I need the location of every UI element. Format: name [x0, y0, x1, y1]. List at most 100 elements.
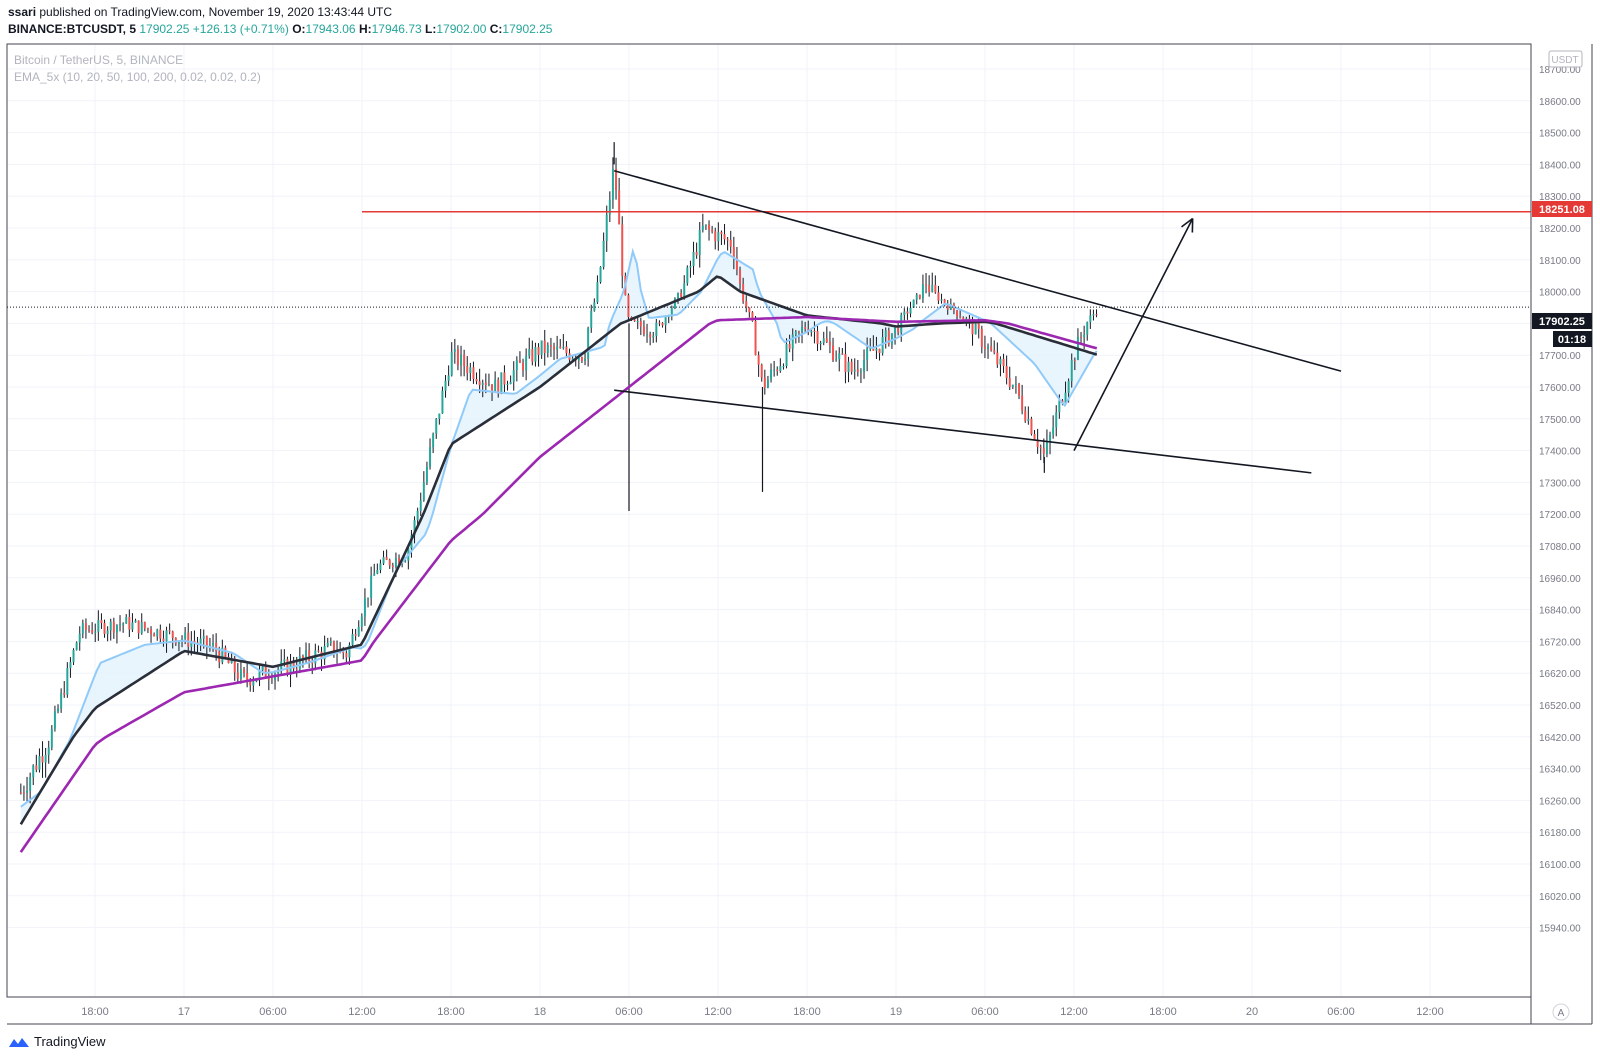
price-axis[interactable]: 18700.00 18600.00 18500.00 18400.00 18300.00…: [1539, 65, 1581, 935]
candle-body: [261, 666, 264, 671]
candle-body: [267, 678, 270, 680]
candle-body: [243, 669, 246, 674]
grid: [7, 44, 1531, 997]
tradingview-logo-icon: [9, 1037, 29, 1047]
chart-legend-title[interactable]: Bitcoin / TetherUS, 5, BINANCE: [14, 53, 184, 67]
candle-body: [723, 234, 726, 240]
candle-body: [918, 294, 921, 299]
candle-body: [456, 349, 459, 366]
candle-body: [1049, 434, 1052, 442]
candle-body: [156, 629, 159, 637]
candle-body: [822, 338, 825, 343]
candle-body: [766, 379, 769, 388]
auto-scale-label: A: [1558, 1008, 1565, 1019]
trendline-arrow[interactable]: [1073, 218, 1194, 451]
candle-body: [580, 357, 583, 361]
trendlines[interactable]: [613, 169, 1342, 474]
candle-body: [726, 239, 729, 241]
candle-body: [190, 640, 193, 647]
close-value: 17902.25: [502, 22, 553, 36]
candle-body: [549, 344, 552, 347]
candle-body: [1073, 359, 1076, 361]
ema-200-line: [19, 315, 1098, 853]
trendline-lower[interactable]: [614, 389, 1312, 474]
candle-body: [763, 377, 766, 388]
candle-body: [1055, 412, 1058, 428]
price-tick-label: 18500.00: [1539, 129, 1581, 140]
candle-body: [921, 284, 924, 299]
candle-body: [487, 384, 490, 386]
symbol-label: BINANCE:BTCUSDT, 5: [8, 22, 137, 36]
candle-body: [60, 692, 63, 709]
candle-body: [537, 347, 540, 355]
candle-body: [193, 640, 196, 643]
candle-body: [509, 381, 512, 384]
candle-body: [363, 598, 366, 617]
candle-body: [714, 231, 717, 242]
candle-body: [370, 575, 373, 598]
candle-body: [810, 330, 813, 333]
currency-box[interactable]: [1548, 50, 1583, 68]
candle-body: [171, 631, 174, 638]
candle-body: [788, 343, 791, 349]
candle-body: [221, 647, 224, 663]
candle-body: [497, 379, 500, 394]
brand-name[interactable]: TradingView: [34, 1034, 106, 1049]
open-label: O:: [292, 22, 306, 36]
candle-body: [782, 366, 785, 368]
trendline-upper[interactable]: [613, 169, 1342, 372]
author-name[interactable]: ssari: [8, 5, 37, 19]
candle-body: [987, 346, 990, 350]
candle-body: [29, 777, 32, 791]
indicator-legend[interactable]: EMA_5x (10, 20, 50, 100, 200, 0.02, 0.02…: [14, 70, 261, 84]
candle-body: [106, 630, 109, 635]
candle-body: [205, 636, 208, 647]
candle-body: [1089, 315, 1092, 323]
candle-body: [1045, 441, 1048, 455]
candle-body: [770, 369, 773, 380]
candle-body: [844, 354, 847, 373]
candle-body: [453, 349, 456, 352]
candle-body: [128, 616, 131, 630]
candle-body: [962, 317, 965, 320]
candle-body: [249, 680, 252, 686]
candle-body: [658, 322, 661, 324]
candle-body: [292, 661, 295, 669]
candle-body: [698, 230, 701, 256]
candle-body: [444, 380, 447, 391]
candle-body: [863, 359, 866, 372]
low-value: 17902.00: [436, 22, 487, 36]
candle-body: [283, 659, 286, 662]
candle-body: [354, 634, 357, 636]
candle-body: [270, 679, 273, 681]
candle-body: [946, 303, 949, 310]
time-axis[interactable]: 18:00 17 06:00 12:00 18:00 18 06:00 12:00 18:00 1…: [81, 1006, 1444, 1018]
auto-scale-button[interactable]: [1552, 1003, 1570, 1021]
price-tick-label: 16960.00: [1539, 574, 1581, 585]
candle-body: [977, 322, 980, 329]
candle-body: [909, 307, 912, 314]
candle-body: [385, 557, 388, 560]
candle-body: [481, 382, 484, 386]
time-tick-label: 12:00: [1060, 1006, 1088, 1018]
candle-body: [571, 358, 574, 360]
candle-body: [286, 659, 289, 675]
candle-body: [506, 383, 509, 385]
price-tick-label: 18400.00: [1539, 160, 1581, 171]
candle-body: [475, 379, 478, 382]
candle-body: [689, 266, 692, 268]
candle-body: [119, 624, 122, 626]
candle-body: [683, 283, 686, 297]
price-tick-label: 16020.00: [1539, 892, 1581, 903]
candle-body: [122, 623, 125, 625]
candle-body: [236, 672, 239, 679]
candle-body: [394, 558, 397, 568]
candle-body: [168, 630, 171, 632]
candle-body: [298, 656, 301, 670]
candle-body: [599, 267, 602, 283]
price-tick-label: 16100.00: [1539, 860, 1581, 871]
candle-body: [819, 342, 822, 345]
candle-body: [47, 747, 50, 755]
candle-body: [1018, 383, 1021, 396]
